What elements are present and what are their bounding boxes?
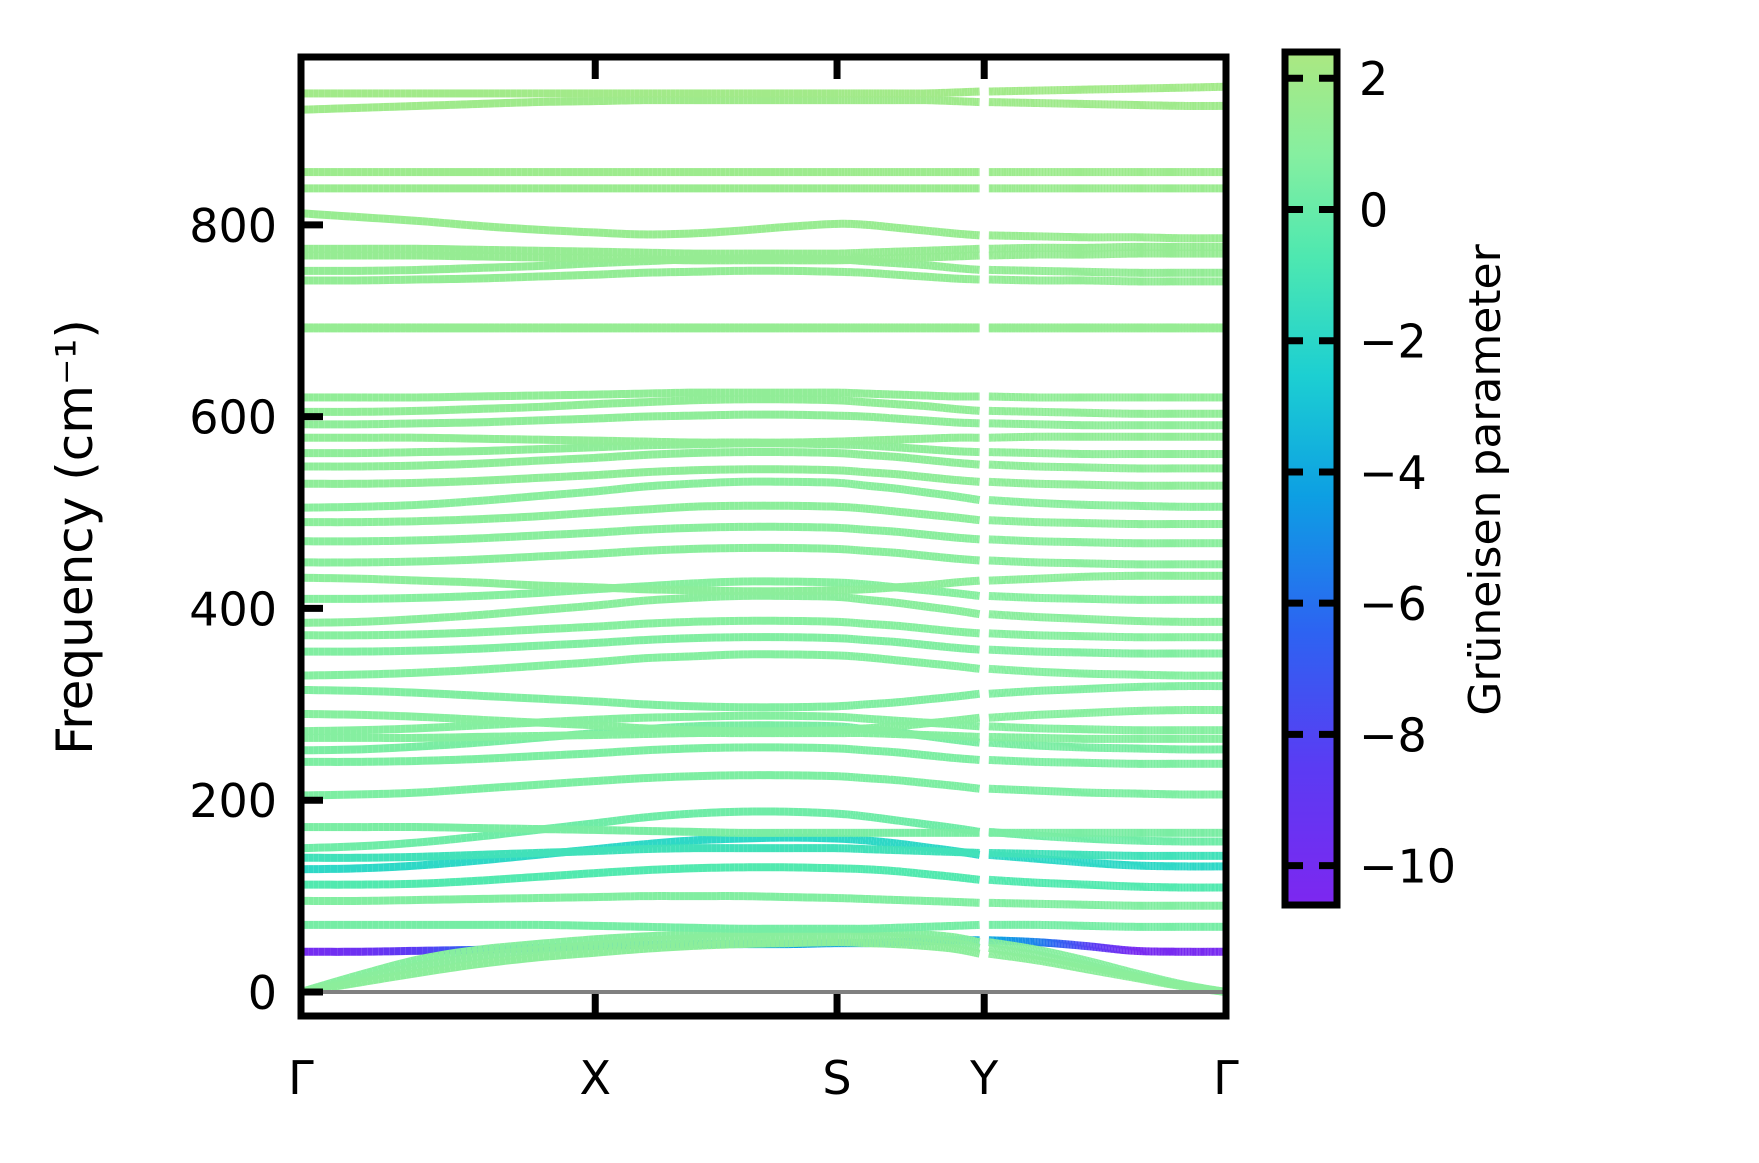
y-axis-ticks [301, 221, 323, 996]
band-curve [988, 432, 1226, 442]
x-tick-label: X [579, 1051, 611, 1105]
band-curve [301, 543, 980, 567]
band-curve [988, 920, 1226, 931]
band-curve [988, 732, 1226, 743]
band-curve [301, 892, 980, 907]
band-curve [988, 98, 1226, 110]
x-axis-ticks [297, 57, 1230, 1016]
band-curve [988, 516, 1226, 529]
band-curve [988, 275, 1226, 286]
y-axis-tick-labels: 0 200 400 600 800 [189, 199, 277, 1020]
x-tick-label: S [822, 1051, 851, 1105]
band-curve [988, 556, 1226, 569]
band-curve [988, 722, 1226, 735]
band-curve [988, 249, 1226, 260]
band-curve [988, 242, 1226, 253]
colorbar-tick-label: −10 [1359, 840, 1456, 894]
band-curve [988, 82, 1226, 96]
y-axis-title: Frequency (cm⁻¹) [46, 319, 104, 755]
band-curve [988, 265, 1226, 277]
colorbar-tick-label: 0 [1359, 183, 1388, 237]
band-curve [301, 823, 980, 837]
colorbar-tick-labels: 2 0 −2 −4 −6 −8 −10 [1359, 52, 1456, 893]
band-curve [301, 844, 980, 862]
colorbar-tick-label: 2 [1359, 52, 1388, 106]
band-curves [301, 82, 1226, 996]
colorbar-tick-label: −2 [1359, 315, 1427, 369]
y-tick-label: 800 [189, 199, 277, 253]
band-curve [988, 477, 1226, 490]
band-curve [301, 709, 981, 736]
band-curve [988, 898, 1226, 910]
colorbar-gradient [1281, 48, 1341, 909]
band-curve [988, 571, 1226, 585]
y-tick-label: 200 [189, 774, 277, 828]
band-curve [301, 938, 981, 996]
colorbar-tick-label: −8 [1359, 708, 1427, 762]
band-curve [988, 784, 1226, 799]
band-curve [301, 616, 980, 640]
band-curve [301, 522, 980, 546]
band-curve [988, 448, 1226, 459]
y-tick-label: 400 [189, 582, 277, 636]
band-curve [301, 447, 980, 471]
band-curve [988, 706, 1226, 722]
band-curve [988, 406, 1226, 418]
band-curve [301, 209, 980, 240]
band-curve [988, 936, 1226, 956]
x-tick-label: Y [969, 1051, 999, 1105]
band-curve [301, 266, 980, 285]
band-curve [988, 460, 1226, 473]
band-curve [301, 395, 980, 416]
band-curve [988, 231, 1226, 243]
band-curve [301, 87, 980, 98]
y-tick-label: 0 [248, 966, 277, 1020]
band-curve [301, 930, 981, 996]
band-curve [301, 96, 980, 114]
band-curve [301, 863, 981, 889]
band-curve [301, 251, 980, 265]
band-curve [988, 645, 1226, 658]
band-curve [988, 682, 1226, 698]
colorbar-tick-label: −4 [1359, 446, 1427, 500]
band-curve [988, 591, 1226, 604]
band-curve [988, 664, 1226, 680]
band-curve [988, 848, 1226, 860]
band-curve [301, 477, 981, 512]
band-curve [988, 738, 1226, 754]
band-curve [988, 419, 1226, 430]
colorbar-ticks [1285, 74, 1337, 870]
band-curve [301, 388, 980, 402]
band-curve [301, 244, 980, 258]
band-curve [988, 629, 1226, 642]
band-curve [301, 501, 981, 527]
x-tick-label: Γ [288, 1051, 314, 1105]
band-curve [301, 633, 980, 656]
colorbar-title: Grüneisen parameter [1460, 243, 1511, 715]
band-curve [988, 535, 1226, 548]
band-curve [301, 465, 980, 488]
band-curve [301, 433, 980, 447]
band-curve [301, 920, 980, 933]
band-curve [988, 610, 1226, 626]
band-curve [301, 410, 980, 429]
y-tick-label: 600 [189, 391, 277, 445]
x-tick-label: Γ [1213, 1051, 1239, 1105]
band-curve [301, 685, 981, 712]
colorbar-tick-label: −6 [1359, 577, 1427, 631]
band-curve [988, 755, 1226, 768]
plot-frame [297, 53, 1230, 1020]
band-curve [301, 573, 980, 596]
band-curve [988, 392, 1226, 402]
band-curve [301, 591, 981, 627]
band-curve [301, 650, 981, 680]
band-curve [301, 743, 980, 766]
